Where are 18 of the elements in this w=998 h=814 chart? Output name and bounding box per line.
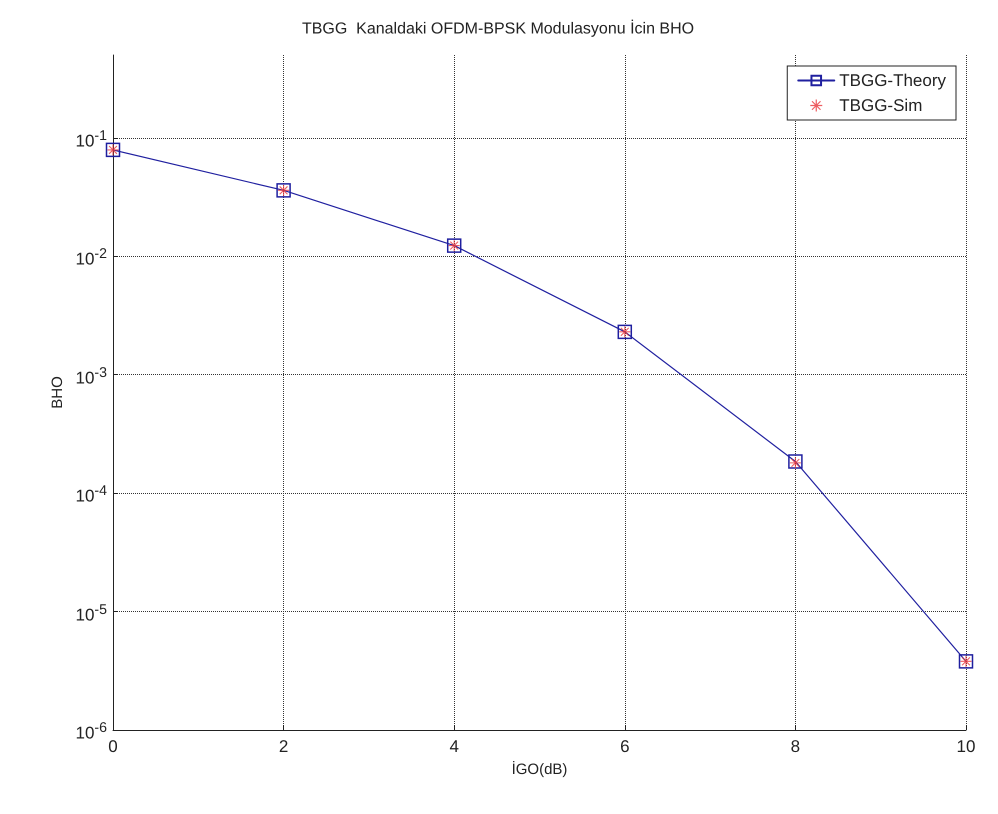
y-tick-label: 10$^{-2}$ <box>75 246 107 269</box>
legend-label: TBGG-Sim <box>839 96 922 115</box>
point <box>788 454 803 469</box>
y-tick-label: 10$^{-3}$ <box>75 364 107 388</box>
x-tick-label: 6 <box>620 737 630 756</box>
y-tick-label: 10$^{-6}$ <box>75 720 107 743</box>
y-tick-label: 10$^{-4}$ <box>75 483 107 506</box>
y-tick-label: 10$^{-5}$ <box>75 602 107 624</box>
x-tick-label: 4 <box>449 737 459 756</box>
x-tick-label: 2 <box>278 737 288 756</box>
x-tick-label: 0 <box>108 737 118 756</box>
chart-title: TBGG Kanaldaki OFDM-BPSK Modulasyonu İcin BHO <box>302 20 694 38</box>
x-tick-label: 8 <box>790 737 800 756</box>
y-axis-title: BHO <box>49 376 66 409</box>
x-tick-label: 10 <box>956 737 976 756</box>
x-axis-title: İGO(dB) <box>512 760 568 778</box>
legend-label: TBGG-Theory <box>839 71 946 90</box>
y-tick-label: 10$^{-1}$ <box>75 128 107 150</box>
